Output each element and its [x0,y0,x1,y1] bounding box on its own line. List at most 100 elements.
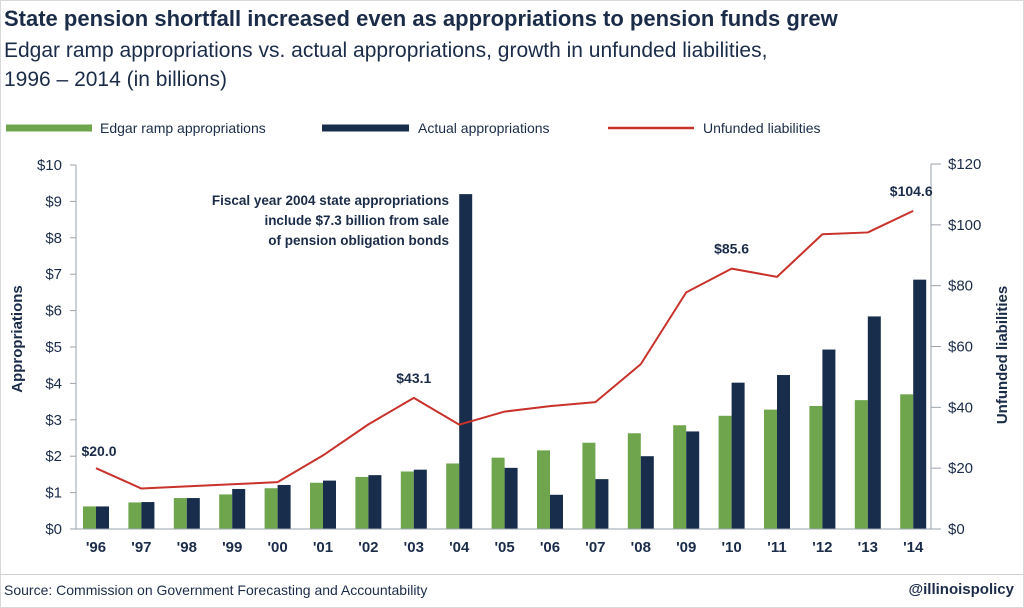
line-data-label: $20.0 [81,443,116,459]
x-tick-label: '03 [404,539,424,556]
edgar-bar [173,498,187,529]
actual-bar [913,279,927,529]
footer-divider [0,574,1024,575]
actual-bar [595,479,609,529]
edgar-bar [446,463,460,529]
data-labels: $20.0 $43.1 $85.6 $104.6 [81,183,932,459]
actual-bar [96,506,109,529]
annotation: Fiscal year 2004 state appropriations inc… [212,193,450,248]
left-tick-label: $7 [45,266,62,283]
x-tick-label: '07 [585,539,605,556]
unfunded-liabilities-line [95,209,914,490]
x-tick-label: '00 [267,539,287,556]
x-tick-label: '13 [858,539,878,556]
x-tick-label: '12 [812,539,832,556]
x-tick-label: '99 [222,539,242,556]
chart-title: State pension shortfall increased even a… [4,6,838,31]
line-data-label: $85.6 [714,241,749,257]
edgar-bar [900,394,914,529]
unfunded-line [95,209,914,490]
left-tick-label: $9 [45,193,62,210]
actual-bar [822,349,836,529]
actual-bar [232,488,246,529]
edgar-bar [537,450,550,529]
edgar-bar [809,405,823,529]
right-tick-label: $40 [948,399,973,416]
line-data-label: $104.6 [890,183,933,199]
edgar-bar [627,433,641,529]
left-tick-label: $8 [45,230,62,247]
brand-handle: @illinoispolicy [908,581,1014,598]
left-axis: $0 $1 $2 $3 $4 $5 $6 $7 $8 $9 $10 Appropriations [9,157,77,538]
edgar-bar [764,409,777,529]
x-tick-label: '11 [767,539,786,556]
edgar-bar [310,482,323,529]
edgar-bar [128,502,142,529]
chart-canvas: Edgar ramp appropriations Actual appropri… [6,120,1011,556]
left-axis-title: Appropriations [9,285,26,393]
left-tick-label: $1 [45,485,62,502]
right-axis: $0 $20 $40 $60 $80 $100 $120 Unfunded liabiliti… [930,156,1011,538]
x-tick-label: '08 [631,539,651,556]
actual-bar [867,316,881,529]
left-tick-label: $2 [45,448,62,465]
legend-label: Edgar ramp appropriations [100,120,266,136]
edgar-bar [582,442,596,529]
actual-bar [368,475,382,529]
edgar-bar [673,425,687,529]
right-tick-label: $60 [948,339,973,356]
edgar-bar [355,476,369,529]
left-tick-label: $10 [37,157,62,174]
left-tick-label: $4 [45,375,62,392]
x-tick-label: '10 [721,539,741,556]
x-tick-label: '14 [903,539,924,556]
edgar-bar [400,471,414,529]
x-tick-label: '05 [494,539,514,556]
left-tick-label: $5 [45,339,62,356]
x-tick-label: '04 [449,539,470,556]
actual-bar [504,467,518,529]
actual-bar [640,456,654,529]
legend-label: Unfunded liabilities [703,120,821,136]
subtitle-line-1: Edgar ramp appropriations vs. actual app… [4,39,768,62]
annotation-line: Fiscal year 2004 state appropriations [212,193,449,208]
x-tick-label: '06 [540,539,560,556]
subtitle-line-2: 1996 – 2014 (in billions) [4,68,227,91]
right-tick-label: $120 [948,156,981,173]
right-tick-label: $20 [948,460,973,477]
actual-bar [731,382,745,529]
bars [83,194,927,529]
actual-bar [550,494,563,529]
x-tick-label: '96 [86,539,106,556]
edgar-bar [491,457,505,529]
chart-subtitle: Edgar ramp appropriations vs. actual app… [4,36,904,94]
edgar-bar [854,400,868,529]
edgar-bar [83,506,96,529]
actual-bar [186,498,200,529]
actual-bar [459,194,473,529]
x-tick-label: '01 [313,539,333,556]
legend-label: Actual appropriations [418,120,550,136]
x-tick-label: '97 [131,539,151,556]
right-axis-title: Unfunded liabilities [994,286,1011,424]
right-tick-label: $0 [948,521,965,538]
left-tick-label: $0 [45,521,62,538]
actual-bar [277,484,291,529]
actual-bar [141,502,155,529]
x-tick-label: '98 [177,539,197,556]
annotation-line: include $7.3 billion from sale [264,213,449,228]
annotation-line: of pension obligation bonds [268,233,449,248]
actual-bar [413,469,427,529]
right-tick-label: $100 [948,217,981,234]
edgar-bar [718,415,732,529]
actual-bar [323,480,336,529]
x-axis: '96 '97 '98 '99 '00 '01 '02 '03 '04 '05 '06 '07 '08 '… [76,528,931,556]
actual-bar [686,431,700,529]
actual-bar [777,375,790,529]
right-tick-label: $80 [948,278,973,295]
left-tick-label: $3 [45,412,62,429]
edgar-bar [264,488,278,529]
legend: Edgar ramp appropriations Actual appropri… [6,120,821,136]
line-data-label: $43.1 [396,370,431,386]
edgar-bar [219,494,233,529]
